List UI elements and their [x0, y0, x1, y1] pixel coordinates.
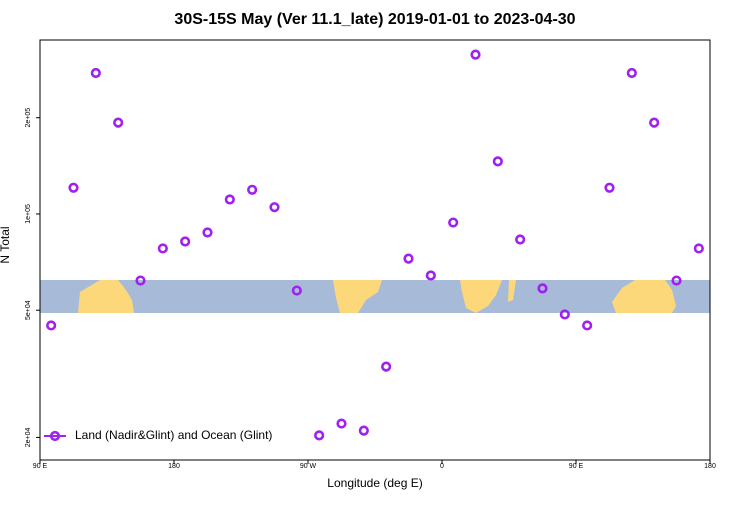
y-tick-label: 5e+04: [25, 300, 32, 320]
y-tick-label: 2e+05: [25, 108, 32, 128]
land: [333, 280, 382, 313]
data-point: [537, 283, 548, 294]
y-axis-label: N Total: [0, 226, 12, 263]
x-axis-label: Longitude (deg E): [327, 476, 422, 490]
data-point: [582, 320, 593, 331]
data-point: [336, 418, 347, 429]
data-point: [448, 217, 459, 228]
data-point: [492, 156, 503, 167]
data-point: [626, 67, 637, 79]
land: [460, 280, 502, 313]
data-point: [135, 275, 146, 286]
data-point: [68, 182, 79, 193]
data-point: [693, 243, 704, 254]
data-point: [604, 182, 615, 193]
data-point: [90, 67, 101, 79]
x-tick-label: 90 E: [569, 463, 584, 470]
data-point: [314, 430, 325, 441]
data-point: [515, 234, 526, 245]
x-tick-label: 90 E: [33, 463, 48, 470]
legend-label: Land (Nadir&Glint) and Ocean (Glint): [75, 428, 272, 442]
data-point: [559, 309, 570, 320]
data-point: [157, 243, 168, 254]
data-point: [202, 227, 213, 238]
plot-frame: [39, 39, 711, 461]
land: [508, 280, 516, 302]
data-point: [291, 285, 302, 296]
x-tick-label: 0: [440, 463, 444, 470]
data-point: [381, 361, 392, 372]
data-point: [358, 425, 369, 436]
data-point: [180, 236, 191, 247]
land: [78, 280, 134, 313]
chart-title: 30S-15S May (Ver 11.1_late) 2019-01-01 t…: [174, 11, 575, 28]
data-point: [671, 275, 682, 286]
land: [612, 280, 676, 313]
data-point: [425, 270, 436, 281]
data-point: [46, 320, 57, 331]
data-point: [224, 194, 235, 205]
x-tick-label: 90 W: [300, 463, 317, 470]
x-tick-label: 180: [168, 463, 180, 470]
y-tick-label: 2e+04: [25, 428, 32, 448]
data-point: [649, 117, 660, 128]
legend-marker: [49, 430, 61, 442]
y-tick-label: 1e+05: [25, 204, 32, 224]
data-point: [113, 117, 124, 128]
data-point: [470, 49, 481, 60]
map-band: [40, 280, 710, 313]
data-point: [269, 202, 280, 213]
x-tick-label: 180: [704, 463, 716, 470]
data-point: [403, 253, 414, 264]
data-point: [247, 184, 258, 195]
